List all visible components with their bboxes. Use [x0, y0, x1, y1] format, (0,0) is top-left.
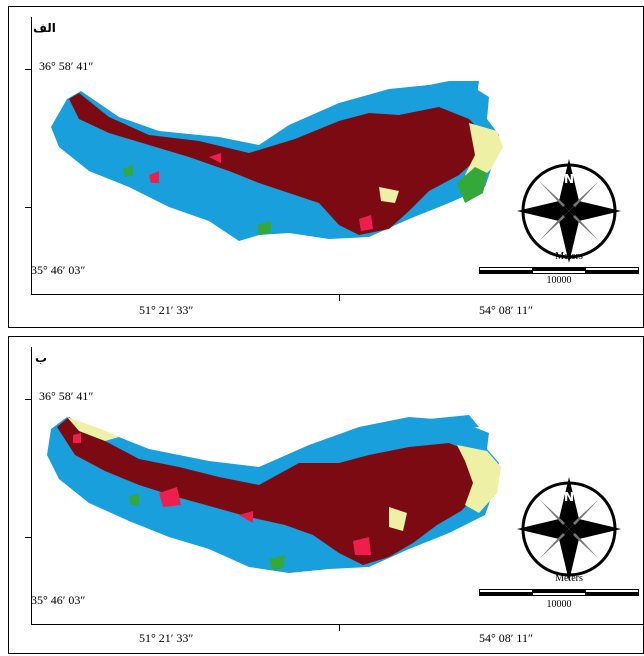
red-class-region — [353, 537, 371, 555]
red-class-region — [359, 215, 373, 231]
green-class-region — [123, 165, 133, 177]
green-class-region — [269, 555, 285, 569]
panel-label: الف — [33, 21, 56, 35]
green-class-region — [457, 167, 487, 203]
north-label: N — [564, 172, 574, 186]
red-class-region — [73, 433, 81, 443]
forest-class-region — [79, 433, 93, 451]
longitude-right-label: 54° 08′ 11″ — [479, 303, 533, 317]
water-class-region — [409, 81, 479, 95]
forest-class-region — [85, 107, 99, 125]
green-class-region — [257, 221, 271, 235]
forest-class-region — [57, 417, 487, 565]
longitude-left-label: 51° 21′ 33″ — [139, 303, 194, 317]
latitude-top-label: 36° 58′ 41″ — [39, 59, 94, 73]
green-class-region — [129, 493, 139, 505]
lon-tick — [339, 625, 340, 631]
longitude-right-label: 54° 08′ 11″ — [479, 631, 533, 645]
map-panel-b: ب 36° 58′ 41″ 35° 46′ 03″ 51° 21′ 33″ 54… — [8, 336, 644, 654]
grassland-class-region — [457, 445, 501, 513]
map-frame — [31, 347, 644, 625]
panel-label: ب — [35, 351, 48, 365]
latitude-top-label: 36° 58′ 41″ — [39, 389, 94, 403]
north-label: N — [564, 490, 574, 504]
red-class-region — [159, 487, 181, 507]
scale-value-label: 10000 — [546, 599, 572, 610]
lat-tick — [25, 537, 31, 538]
north-arrow-icon: N — [517, 477, 621, 581]
lat-tick — [25, 399, 31, 400]
land-cover-map — [47, 415, 501, 573]
grassland-class-region — [379, 187, 399, 203]
longitude-left-label: 51° 21′ 33″ — [139, 631, 194, 645]
lat-tick — [25, 69, 31, 70]
map-frame — [31, 17, 644, 295]
red-class-region — [209, 153, 221, 163]
grassland-class-region — [67, 417, 119, 441]
north-arrow-icon: N — [517, 159, 621, 263]
water-class-region — [429, 415, 479, 429]
scale-unit-label: Meters — [555, 251, 583, 262]
scale-bar — [479, 267, 639, 274]
scale-value-label: 10000 — [546, 275, 572, 286]
scale-bar — [479, 589, 639, 596]
red-class-region — [239, 511, 253, 523]
grassland-class-region — [389, 507, 407, 531]
latitude-bottom-label: 35° 46′ 03″ — [31, 593, 86, 607]
scale-unit-label: Meters — [555, 573, 583, 584]
map-panel-a: الف 36° 58′ 41″ 35° 46′ 03″ 51° 21′ 33″ … — [8, 6, 644, 328]
red-class-region — [149, 171, 159, 183]
lat-tick — [25, 207, 31, 208]
latitude-bottom-label: 35° 46′ 03″ — [31, 263, 86, 277]
land-cover-map — [51, 81, 503, 241]
lon-tick — [339, 295, 340, 301]
